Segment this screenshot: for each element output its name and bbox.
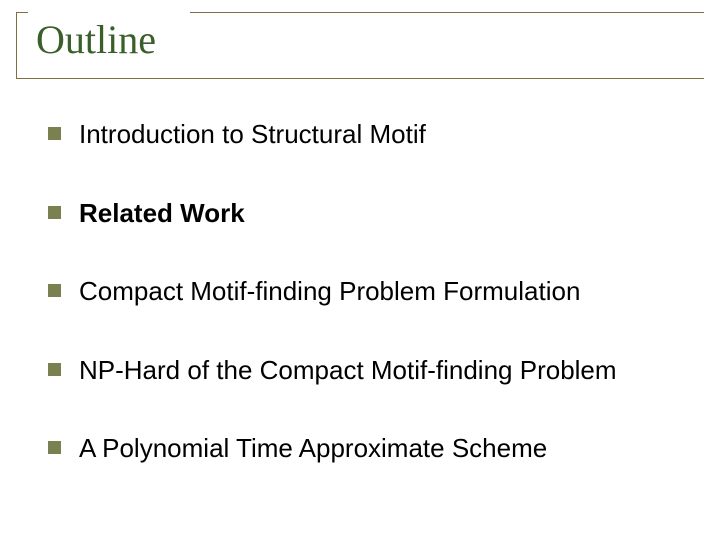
list-item: Compact Motif-finding Problem Formulatio… [48,275,690,308]
rule-segment [190,12,704,13]
square-bullet-icon [48,206,61,219]
square-bullet-icon [48,127,61,140]
list-item-text: NP-Hard of the Compact Motif-finding Pro… [79,354,617,387]
list-item: A Polynomial Time Approximate Scheme [48,432,690,465]
rule-segment [16,12,28,13]
list-item-text: A Polynomial Time Approximate Scheme [79,432,547,465]
list-item: Related Work [48,197,690,230]
list-item: NP-Hard of the Compact Motif-finding Pro… [48,354,690,387]
list-item-text: Compact Motif-finding Problem Formulatio… [79,275,580,308]
square-bullet-icon [48,284,61,297]
slide-body: Introduction to Structural Motif Related… [48,118,690,511]
list-item-text: Introduction to Structural Motif [79,118,426,151]
slide: Outline Introduction to Structural Motif… [0,0,720,540]
list-item-text: Related Work [79,197,245,230]
list-item: Introduction to Structural Motif [48,118,690,151]
rule-segment [16,12,17,78]
square-bullet-icon [48,441,61,454]
square-bullet-icon [48,363,61,376]
rule-segment [16,78,704,79]
slide-title: Outline [36,18,156,62]
